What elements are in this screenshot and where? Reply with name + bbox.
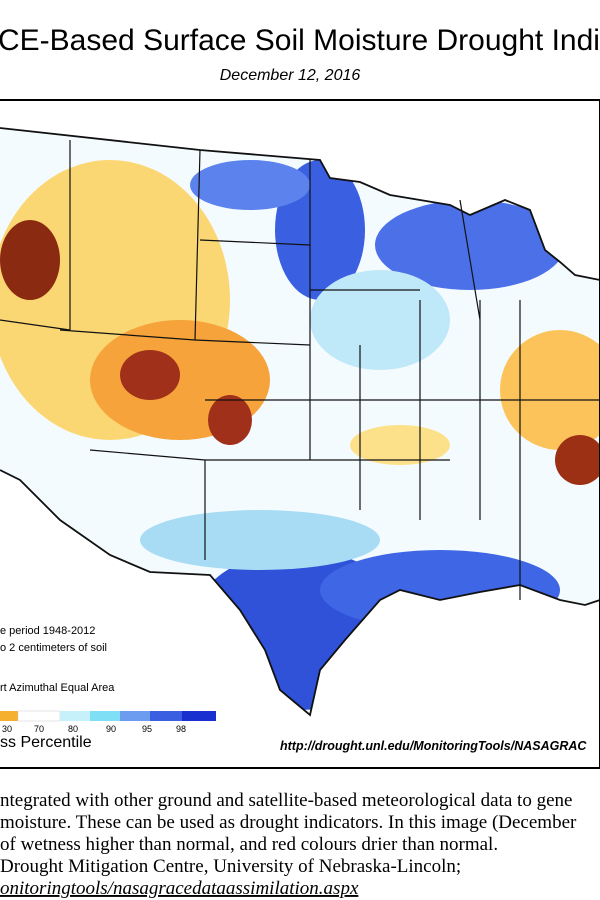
color-swatch xyxy=(120,711,150,721)
legend-note: e period 1948-2012 xyxy=(0,625,95,637)
state-borders xyxy=(0,127,600,717)
very-dry-area xyxy=(555,435,600,485)
caption-link[interactable]: onitoringtools/nasagracedataassimilation… xyxy=(0,878,359,899)
caption-line: ntegrated with other ground and satellit… xyxy=(0,790,572,811)
legend-tick: 95 xyxy=(142,724,152,734)
color-swatch xyxy=(60,711,90,721)
caption-line: Drought Mitigation Centre, University of… xyxy=(0,856,461,877)
dry-area xyxy=(350,425,450,465)
color-swatch xyxy=(150,711,182,721)
legend-note: o 2 centimeters of soil xyxy=(0,642,107,654)
wet-area xyxy=(190,160,310,210)
state-line xyxy=(0,140,600,600)
caption-line: moisture. These can be used as drought i… xyxy=(0,812,577,833)
legend-tick: 70 xyxy=(34,724,44,734)
legend-note: rt Azimuthal Equal Area xyxy=(0,682,115,694)
map-frame xyxy=(0,99,600,769)
very-dry-area xyxy=(120,350,180,400)
country-border xyxy=(0,127,600,717)
legend-label: ss Percentile xyxy=(0,734,92,751)
legend-tick: 90 xyxy=(106,724,116,734)
color-swatch xyxy=(0,711,18,721)
caption-line: of wetness higher than normal, and red c… xyxy=(0,834,498,855)
dry-area xyxy=(500,330,600,450)
map-fill xyxy=(0,128,600,715)
color-bar xyxy=(0,710,216,722)
moist-area xyxy=(140,510,380,570)
source-url: http://drought.unl.edu/MonitoringTools/N… xyxy=(280,739,587,753)
legend-tick: 30 xyxy=(2,724,12,734)
wet-area xyxy=(375,200,565,290)
map-title: CE-Based Surface Soil Moisture Drought I… xyxy=(0,24,600,57)
color-swatch xyxy=(17,710,61,722)
very-dry-area xyxy=(208,395,252,445)
very-dry-area xyxy=(0,220,60,300)
color-swatch xyxy=(90,711,120,721)
moist-area xyxy=(310,270,450,370)
map-date: December 12, 2016 xyxy=(220,67,361,84)
legend-tick: 98 xyxy=(176,724,186,734)
legend-tick: 80 xyxy=(68,724,78,734)
color-swatch xyxy=(182,711,216,721)
